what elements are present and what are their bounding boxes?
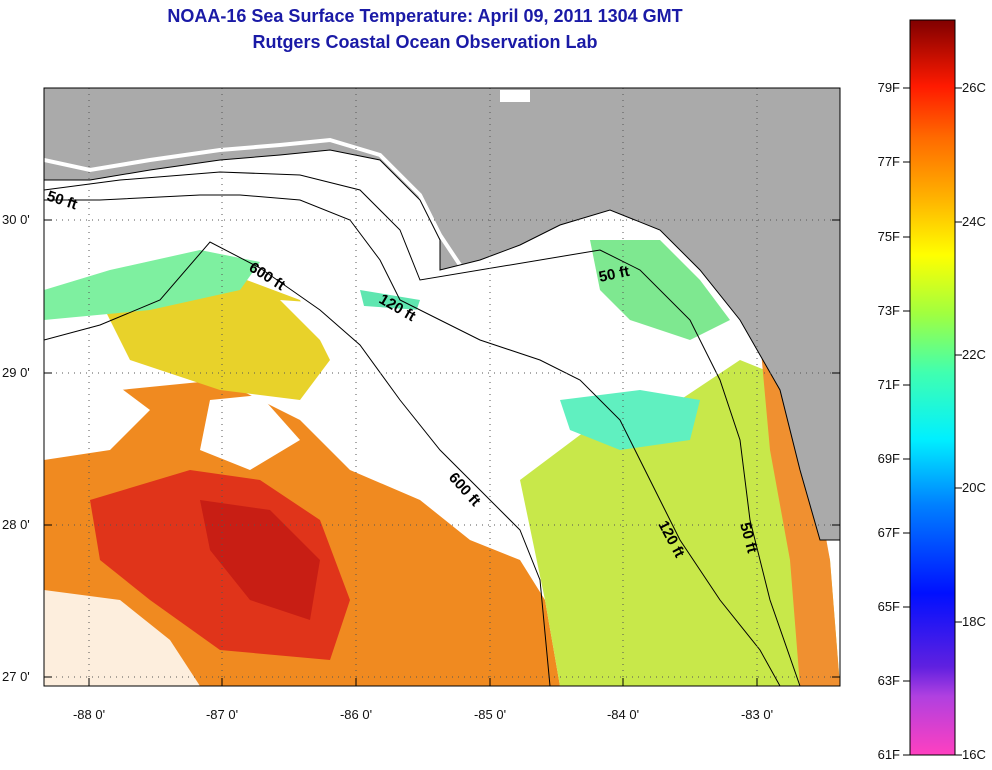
contour-600ft: [44, 241, 551, 686]
sst-green-band: [44, 250, 260, 320]
colorbar-label-f: 79F: [878, 80, 900, 95]
colorbar-label-c: 18C: [962, 614, 986, 629]
sst-east-cyan: [560, 390, 700, 450]
colorbar-label-c: 24C: [962, 214, 986, 229]
sst-hot-region: [90, 470, 350, 660]
lon-label: -83 0': [741, 707, 773, 722]
lon-label: -86 0': [340, 707, 372, 722]
graticule: [44, 88, 840, 686]
colorbar-label-c: 20C: [962, 480, 986, 495]
lake: [500, 90, 530, 102]
sst-coastal-warm: [760, 340, 840, 686]
cloud-patch: [44, 380, 150, 460]
sst-hot-core: [200, 500, 320, 620]
colorbar-label-f: 63F: [878, 673, 900, 688]
colorbar-label-f: 75F: [878, 229, 900, 244]
coastline: [44, 137, 462, 267]
colorbar-label-f: 73F: [878, 303, 900, 318]
contour-50ft: [44, 171, 801, 686]
lat-label: 30 0': [2, 212, 30, 227]
lat-label: 27 0': [2, 669, 30, 684]
map-frame: [43, 87, 841, 687]
cloud-patch: [200, 395, 300, 470]
map-subtitle: Rutgers Coastal Ocean Observation Lab: [252, 32, 598, 52]
lat-label: 29 0': [2, 365, 30, 380]
coastline: [44, 149, 840, 541]
axis-ticks: [44, 219, 840, 686]
colorbar-label-f: 69F: [878, 451, 900, 466]
contour-label: 50 ft: [597, 263, 631, 286]
contour-120ft: [44, 194, 781, 686]
colorbar-ticks: [903, 87, 962, 756]
lon-label: -87 0': [206, 707, 238, 722]
colorbar-label-f: 71F: [878, 377, 900, 392]
colorbar-label-f: 61F: [878, 747, 900, 762]
colorbar-label-f: 67F: [878, 525, 900, 540]
colorbar-label-f: 65F: [878, 599, 900, 614]
lon-label: -88 0': [73, 707, 105, 722]
lon-label: -85 0': [474, 707, 506, 722]
colorbar: [909, 19, 956, 756]
colorbar-label-f: 77F: [878, 154, 900, 169]
colorbar-label-c: 16C: [962, 747, 986, 762]
cloud-patch: [44, 590, 200, 686]
colorbar-label-c: 26C: [962, 80, 986, 95]
lat-label: 28 0': [2, 517, 30, 532]
land-mass: [44, 88, 840, 540]
colorbar-label-c: 22C: [962, 347, 986, 362]
map-title: NOAA-16 Sea Surface Temperature: April 0…: [167, 6, 683, 26]
lon-label: -84 0': [607, 707, 639, 722]
